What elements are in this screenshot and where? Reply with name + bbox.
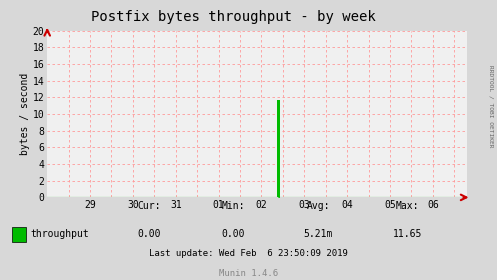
Text: Max:: Max:: [396, 201, 419, 211]
Text: RRDTOOL / TOBI OETIKER: RRDTOOL / TOBI OETIKER: [489, 65, 494, 148]
Text: 0.00: 0.00: [222, 229, 246, 239]
Bar: [277, 100, 280, 197]
Y-axis label: bytes / second: bytes / second: [20, 73, 30, 155]
Text: Munin 1.4.6: Munin 1.4.6: [219, 269, 278, 277]
Text: Postfix bytes throughput - by week: Postfix bytes throughput - by week: [91, 10, 376, 24]
Text: Last update: Wed Feb  6 23:50:09 2019: Last update: Wed Feb 6 23:50:09 2019: [149, 249, 348, 258]
Text: Cur:: Cur:: [137, 201, 161, 211]
Text: Avg:: Avg:: [306, 201, 330, 211]
Text: 0.00: 0.00: [137, 229, 161, 239]
Text: Min:: Min:: [222, 201, 246, 211]
Text: throughput: throughput: [31, 229, 89, 239]
Text: 11.65: 11.65: [393, 229, 422, 239]
Text: 5.21m: 5.21m: [303, 229, 333, 239]
